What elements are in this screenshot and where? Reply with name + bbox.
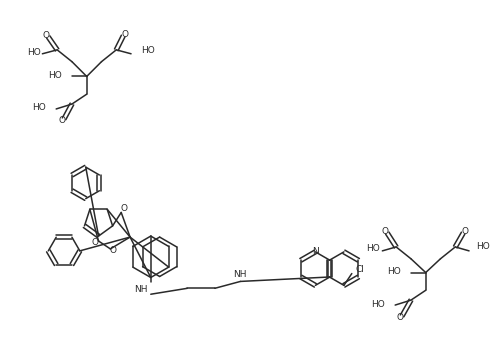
Text: Cl: Cl — [355, 265, 364, 274]
Text: NH: NH — [233, 270, 246, 279]
Text: O: O — [59, 116, 66, 125]
Text: HO: HO — [387, 267, 401, 276]
Text: HO: HO — [476, 243, 490, 251]
Text: HO: HO — [26, 48, 40, 57]
Text: O: O — [91, 238, 98, 247]
Text: N: N — [312, 247, 318, 257]
Text: O: O — [382, 227, 389, 236]
Text: HO: HO — [141, 46, 155, 55]
Text: O: O — [122, 30, 129, 39]
Text: HO: HO — [371, 299, 385, 309]
Text: O: O — [462, 227, 468, 236]
Text: O: O — [396, 313, 404, 322]
Text: HO: HO — [32, 104, 47, 112]
Text: O: O — [110, 246, 117, 255]
Text: HO: HO — [367, 244, 380, 253]
Text: O: O — [43, 31, 50, 39]
Text: HO: HO — [49, 71, 62, 80]
Text: O: O — [121, 204, 128, 213]
Text: NH: NH — [134, 285, 147, 294]
